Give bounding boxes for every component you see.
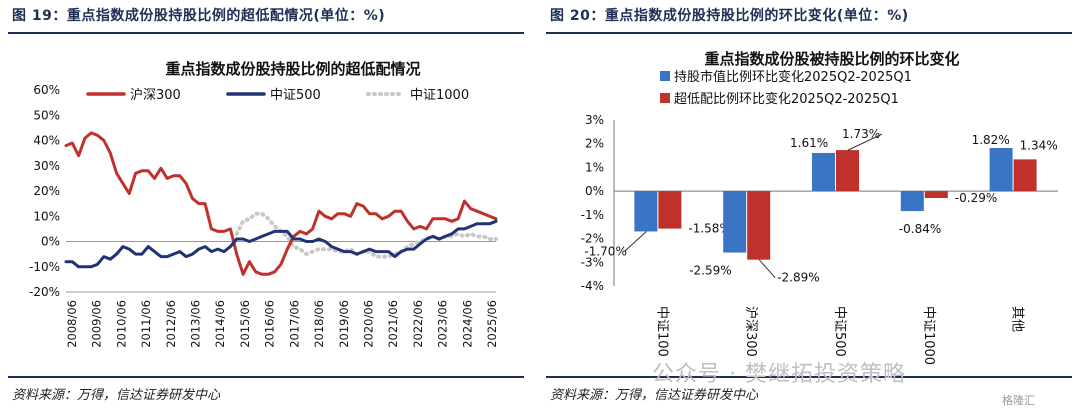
right-figure-panel: 图 20：重点指数成份股持股比例的环比变化(单位：%) 重点指数成份股被持股比例…: [538, 0, 1080, 414]
data-label: -2.89%: [777, 271, 819, 285]
x-tick-label: 2016/06: [263, 300, 277, 348]
y-tick-label: 10%: [33, 209, 60, 223]
legend-swatch-1: [660, 93, 670, 103]
x-tick-label: 2019/06: [337, 300, 351, 348]
x-tick-label: 2009/06: [90, 300, 104, 348]
y-tick-label: 50%: [33, 108, 60, 122]
bar-1-4: [1013, 159, 1037, 192]
y-tick-label: 20%: [33, 184, 60, 198]
bar-0-1: [723, 191, 747, 253]
bar-0-2: [812, 152, 835, 192]
data-label: -1.58%: [688, 222, 730, 236]
left-figure-panel: 图 19：重点指数成份股持股比例的超低配情况(单位：%) 重点指数成份股持股比例…: [0, 0, 532, 414]
bar-0-0: [634, 191, 658, 232]
x-tick-label: 2008/06: [65, 300, 79, 348]
x-category-label: 中证100: [654, 306, 669, 357]
x-tick-label: 2023/06: [436, 300, 450, 348]
data-label: 1.73%: [842, 127, 880, 141]
x-tick-label: 2024/06: [460, 300, 474, 348]
right-top-rule: [546, 32, 1072, 34]
x-tick-label: 2013/06: [189, 300, 203, 348]
line-chart-title: 重点指数成份股持股比例的超低配情况: [165, 60, 420, 78]
data-label-leader: [847, 133, 883, 151]
bar-1-3: [924, 191, 948, 199]
y-tick-label: -2%: [581, 232, 604, 246]
left-figure-title: 图 19：重点指数成份股持股比例的超低配情况(单位：%): [12, 8, 386, 24]
y-tick-label: 2%: [585, 137, 604, 151]
legend-label-2: 中证1000: [410, 88, 469, 103]
x-tick-label: 2017/06: [287, 300, 301, 348]
legend-swatch-0: [660, 71, 670, 81]
x-tick-label: 2012/06: [164, 300, 178, 348]
bar-0-4: [989, 147, 1013, 192]
x-tick-label: 2010/06: [114, 300, 128, 348]
y-tick-label: 40%: [33, 134, 60, 148]
left-top-rule: [8, 32, 524, 34]
y-tick-label: 30%: [33, 159, 60, 173]
left-bottom-rule: [8, 376, 524, 378]
data-label: -0.29%: [955, 191, 997, 205]
y-tick-label: 1%: [585, 160, 604, 174]
data-label-leader: [624, 231, 647, 252]
x-tick-label: 2018/06: [312, 300, 326, 348]
data-label: -0.84%: [899, 222, 941, 236]
x-tick-label: 2011/06: [139, 300, 153, 348]
x-category-label: 沪深300: [743, 306, 759, 357]
bar-1-1: [747, 191, 771, 260]
y-tick-label: 3%: [585, 113, 604, 127]
y-tick-label: -3%: [581, 255, 604, 269]
x-tick-label: 2020/06: [361, 300, 375, 348]
x-tick-label: 2015/06: [238, 300, 252, 348]
data-label: -2.59%: [689, 264, 731, 278]
y-tick-label: -1%: [581, 208, 604, 222]
y-tick-label: 0%: [41, 235, 60, 249]
x-tick-label: 2021/06: [386, 300, 400, 348]
data-label: 1.34%: [1020, 138, 1058, 152]
x-tick-label: 2025/06: [485, 300, 499, 348]
x-category-label: 其他: [1010, 306, 1025, 332]
right-source-note: 资料来源：万得，信达证券研发中心: [550, 388, 759, 403]
bar-chart: 重点指数成份股被持股比例的环比变化持股市值比例环比变化2025Q2-2025Q1…: [581, 50, 1058, 365]
data-label: 1.61%: [790, 136, 828, 150]
series-line-0: [64, 131, 498, 276]
bar-chart-title: 重点指数成份股被持股比例的环比变化: [704, 50, 959, 68]
bar-1-0: [658, 191, 682, 229]
bar-0-3: [900, 191, 924, 212]
data-label-leader: [758, 259, 776, 279]
legend-label-0: 沪深300: [130, 87, 181, 103]
series-line-1: [64, 219, 498, 269]
data-label: 1.82%: [972, 133, 1010, 147]
right-bottom-rule: [546, 376, 1072, 378]
x-category-label: 中证500: [832, 306, 847, 357]
x-tick-label: 2022/06: [411, 300, 425, 348]
x-tick-label: 2014/06: [213, 300, 227, 348]
y-tick-label: 60%: [33, 83, 60, 97]
left-source-note: 资料来源：万得，信达证券研发中心: [12, 388, 221, 403]
x-category-label: 中证1000: [921, 306, 936, 365]
bar-1-2: [836, 150, 859, 192]
watermark-text: 公众号 · 樊继拓投资策略: [652, 362, 906, 387]
legend-label-1: 超低配比例环比变化2025Q2-2025Q1: [674, 91, 899, 107]
right-figure-title: 图 20：重点指数成份股持股比例的环比变化(单位：%): [550, 8, 909, 24]
y-tick-label: -10%: [29, 260, 60, 274]
y-tick-label: -4%: [581, 279, 604, 293]
y-tick-label: 0%: [585, 184, 604, 198]
legend-label-1: 中证500: [270, 88, 321, 103]
watermark-logo-text: 格隆汇: [1002, 394, 1035, 407]
y-tick-label: -20%: [29, 285, 60, 299]
data-label: -1.70%: [584, 244, 626, 258]
legend-label-0: 持股市值比例环比变化2025Q2-2025Q1: [674, 69, 912, 85]
